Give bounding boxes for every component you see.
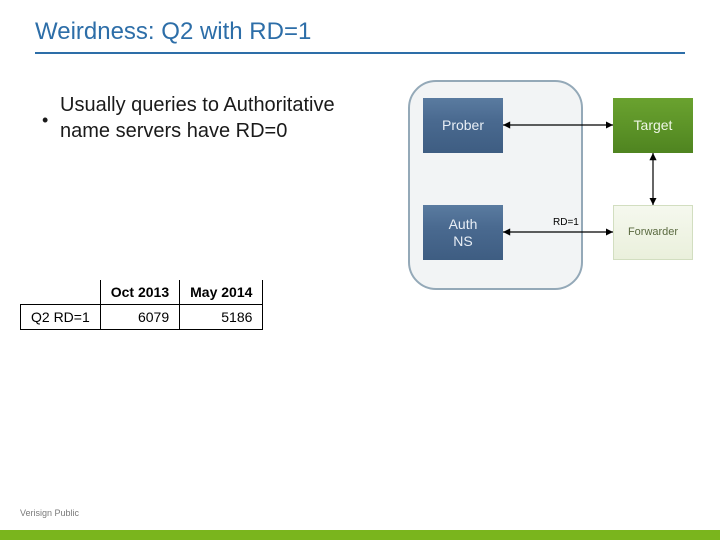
node-authns: Auth NS	[423, 205, 503, 260]
table-header-may2014: May 2014	[180, 280, 263, 305]
title-underline	[35, 52, 685, 54]
node-prober: Prober	[423, 98, 503, 153]
footer-text: Verisign Public	[20, 508, 79, 518]
row-label: Q2 RD=1	[21, 305, 101, 330]
data-table: Oct 2013 May 2014 Q2 RD=1 6079 5186	[20, 280, 263, 330]
bullet-marker: •	[42, 110, 48, 131]
table-row: Q2 RD=1 6079 5186	[21, 305, 263, 330]
table-header-row: Oct 2013 May 2014	[21, 280, 263, 305]
network-diagram: RD=1 Prober Auth NS Target Forwarder	[408, 80, 698, 290]
table-header-oct2013: Oct 2013	[100, 280, 179, 305]
bullet-text: Usually queries to Authoritative name se…	[60, 92, 360, 144]
node-forwarder: Forwarder	[613, 205, 693, 260]
table-header-blank	[21, 280, 101, 305]
slide-title: Weirdness: Q2 with RD=1	[35, 18, 311, 46]
cell-oct2013: 6079	[100, 305, 179, 330]
cell-may2014: 5186	[180, 305, 263, 330]
edge-label-rd1: RD=1	[553, 217, 579, 228]
footer-bar	[0, 530, 720, 540]
node-target: Target	[613, 98, 693, 153]
